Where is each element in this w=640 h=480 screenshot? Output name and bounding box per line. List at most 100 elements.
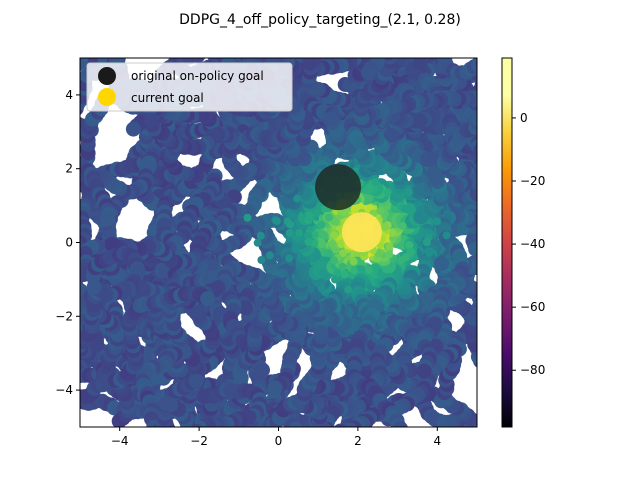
scatter-point: [477, 136, 492, 151]
scatter-point: [481, 146, 496, 161]
scatter-point: [267, 380, 283, 396]
scatter-point: [415, 40, 430, 55]
scatter-point: [63, 251, 78, 266]
scatter-point: [253, 40, 268, 55]
scatter-point: [282, 36, 297, 51]
scatter-point: [221, 36, 236, 51]
scatter-point: [275, 40, 290, 55]
scatter-point: [477, 255, 492, 270]
scatter-point: [464, 429, 479, 444]
scatter-point: [418, 36, 433, 51]
scatter-point: [472, 144, 477, 158]
scatter-point: [475, 155, 477, 164]
scatter-point: [479, 250, 494, 265]
scatter-point: [479, 143, 494, 158]
scatter-point: [62, 328, 77, 343]
scatter-point: [419, 36, 434, 51]
scatter-point: [337, 425, 346, 427]
scatter-point: [216, 39, 231, 54]
scatter-point: [425, 41, 440, 56]
scatter-point: [281, 42, 296, 57]
scatter-point: [398, 41, 413, 56]
scatter-point: [272, 42, 287, 57]
scatter-point: [255, 58, 262, 59]
scatter-point: [229, 425, 238, 427]
scatter-point: [227, 434, 242, 449]
scatter-point: [221, 58, 230, 60]
scatter-point: [110, 38, 125, 53]
scatter-point: [288, 36, 303, 51]
scatter-point: [484, 306, 499, 321]
scatter-point: [415, 40, 430, 55]
scatter-point: [280, 40, 295, 55]
scatter-point: [421, 42, 436, 57]
scatter-point: [154, 426, 160, 427]
scatter-point: [485, 99, 500, 114]
scatter-point: [393, 42, 408, 57]
scatter-point: [277, 35, 292, 50]
scatter-point: [65, 255, 80, 270]
scatter-point: [278, 35, 293, 50]
scatter-point: [428, 38, 443, 53]
scatter-point: [282, 35, 297, 50]
scatter-point: [476, 58, 477, 60]
scatter-point: [277, 35, 292, 50]
scatter-point: [424, 43, 439, 58]
scatter-point: [281, 33, 296, 48]
scatter-point: [60, 260, 75, 275]
scatter-point: [480, 99, 495, 114]
scatter-point: [434, 255, 450, 271]
scatter-point: [281, 33, 296, 48]
scatter-point: [479, 324, 494, 339]
scatter-point: [218, 42, 233, 57]
scatter-point: [367, 41, 382, 56]
scatter-point: [402, 42, 417, 57]
scatter-point: [219, 40, 234, 55]
scatter-point: [288, 421, 303, 427]
scatter-point: [480, 211, 495, 226]
scatter-point: [61, 53, 76, 68]
scatter-point: [353, 40, 368, 55]
scatter-point: [64, 264, 79, 279]
scatter-point: [221, 43, 236, 58]
scatter-point: [480, 145, 495, 160]
scatter-point: [217, 39, 232, 54]
scatter-point: [296, 433, 311, 448]
scatter-point: [293, 425, 303, 427]
scatter-point: [165, 432, 180, 447]
scatter-point: [237, 300, 253, 316]
scatter-point: [424, 40, 439, 55]
scatter-point: [282, 36, 297, 51]
scatter-point: [310, 434, 325, 449]
scatter-point: [409, 41, 424, 56]
scatter-point: [61, 112, 76, 127]
scatter-point: [341, 426, 345, 427]
scatter-point: [410, 58, 418, 59]
scatter-point: [338, 41, 353, 56]
scatter-point: [252, 39, 267, 54]
scatter-point: [64, 257, 79, 272]
scatter-point: [481, 139, 496, 154]
scatter-point: [223, 58, 232, 60]
scatter-point: [217, 58, 227, 60]
scatter-point: [316, 427, 331, 442]
scatter-point: [277, 37, 292, 52]
scatter-point: [468, 241, 477, 257]
scatter-point: [482, 202, 497, 217]
scatter-point: [467, 433, 482, 448]
scatter-point: [331, 429, 346, 444]
scatter-point: [280, 32, 295, 47]
scatter-point: [62, 256, 77, 271]
scatter-point: [484, 324, 499, 339]
scatter-point: [480, 206, 495, 221]
scatter-point: [231, 425, 240, 427]
scatter-point: [415, 39, 430, 54]
scatter-point: [480, 100, 495, 115]
scatter-point: [369, 37, 384, 52]
scatter-point: [420, 41, 435, 56]
scatter-point: [80, 39, 95, 54]
scatter-point: [311, 429, 326, 444]
scatter-point: [64, 332, 79, 347]
scatter-point: [76, 37, 91, 52]
scatter-point: [80, 370, 81, 376]
